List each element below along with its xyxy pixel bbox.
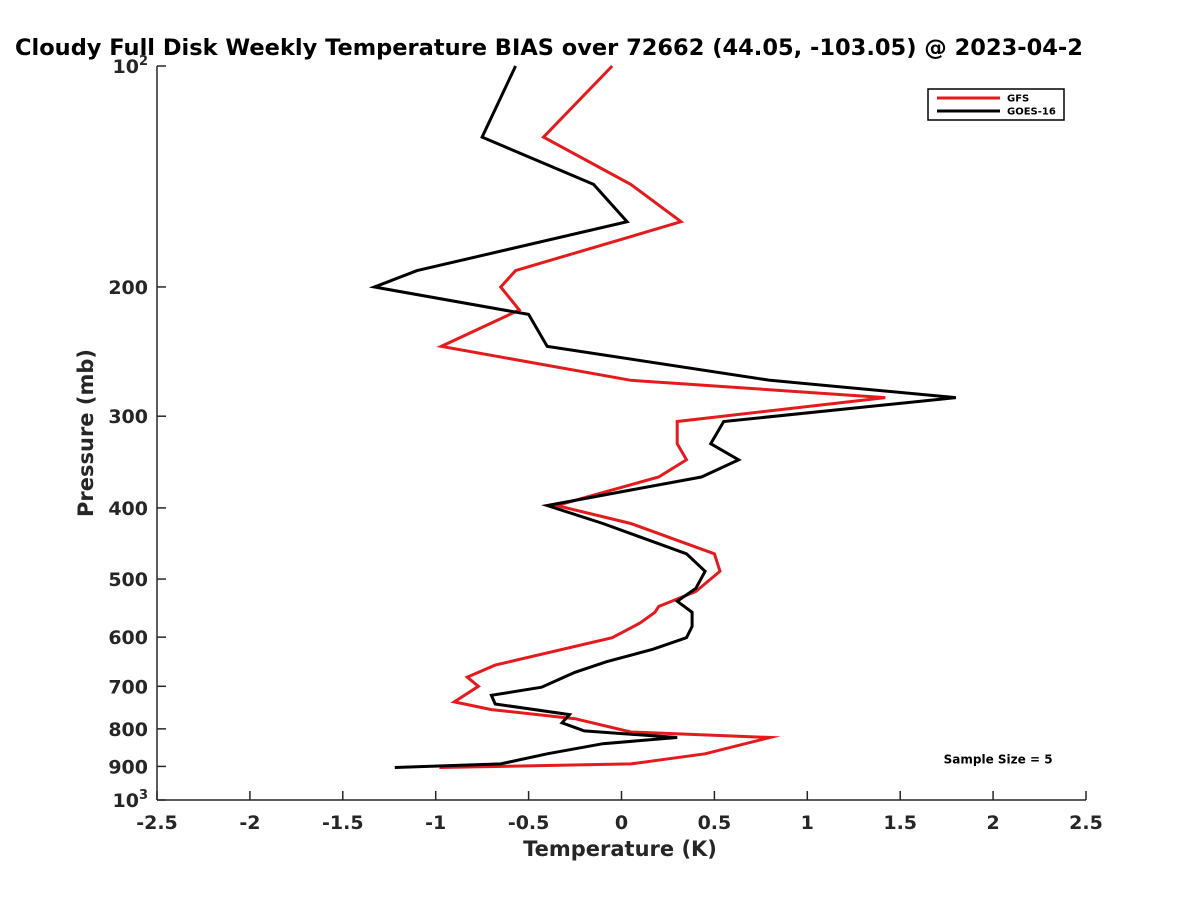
x-tick-label: 0.5 [698, 812, 732, 834]
y-tick-label: 900 [108, 756, 148, 778]
y-axis-label: Pressure (mb) [74, 349, 98, 517]
x-tick-label: 2.5 [1069, 812, 1103, 834]
y-tick-label: 600 [108, 627, 148, 649]
y-tick-label: 300 [108, 406, 148, 428]
y-tick-label: 700 [108, 676, 148, 698]
chart-title: Cloudy Full Disk Weekly Temperature BIAS… [15, 35, 1083, 61]
y-tick-label: 500 [108, 569, 148, 591]
plot-area: -2.5 -2 -1.5 -1 -0.5 0 0.5 1 1.5 2 2.5 102 200 300 400… [108, 54, 1103, 834]
y-tick-label: 103 [113, 788, 149, 812]
series-line-gfs [436, 64, 886, 769]
x-tick-label: 2 [986, 812, 999, 834]
x-tick-label: 1 [801, 812, 814, 834]
legend-box [927, 88, 1065, 121]
x-tick-label: 1.5 [883, 812, 917, 834]
series-line-goes-16 [368, 65, 957, 769]
x-tick-label: -2 [239, 812, 260, 834]
x-axis-label: Temperature (K) [523, 837, 717, 861]
sample-size-annotation: Sample Size = 5 [944, 752, 1053, 766]
x-tick-label: -0.5 [508, 812, 550, 834]
legend-label: GFS [1007, 94, 1029, 105]
x-tick-label: 0 [615, 812, 628, 834]
y-tick-label: 800 [108, 719, 148, 741]
x-tick-label: -1.5 [322, 812, 364, 834]
y-tick-label: 400 [108, 498, 148, 520]
legend: GFS GOES-16 [927, 88, 1065, 121]
x-tick-label: -2.5 [136, 812, 178, 834]
legend-label: GOES-16 [1007, 107, 1056, 118]
y-tick-label: 102 [113, 54, 149, 78]
y-tick-label: 200 [108, 277, 148, 299]
x-tick-label: -1 [425, 812, 446, 834]
